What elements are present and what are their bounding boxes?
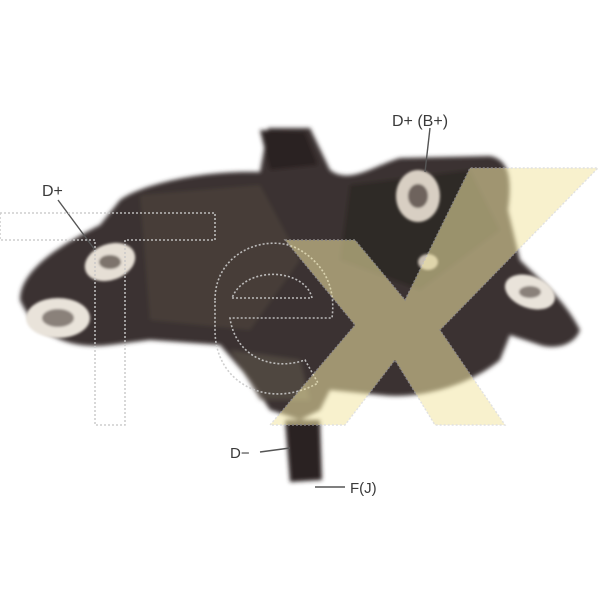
label-dplus-bplus: D+ (B+) bbox=[392, 113, 448, 130]
terminal-right bbox=[504, 274, 556, 310]
watermark-x bbox=[268, 167, 600, 426]
label-dplus: D+ bbox=[42, 183, 63, 200]
label-df: F(J) bbox=[350, 480, 377, 497]
label-dminus: D− bbox=[230, 445, 250, 462]
terminal-left bbox=[26, 298, 90, 338]
terminal-dplus-bplus bbox=[396, 170, 440, 222]
watermark-logo bbox=[0, 212, 334, 426]
terminal-dplus bbox=[84, 242, 136, 282]
leader-lines bbox=[57, 127, 431, 488]
